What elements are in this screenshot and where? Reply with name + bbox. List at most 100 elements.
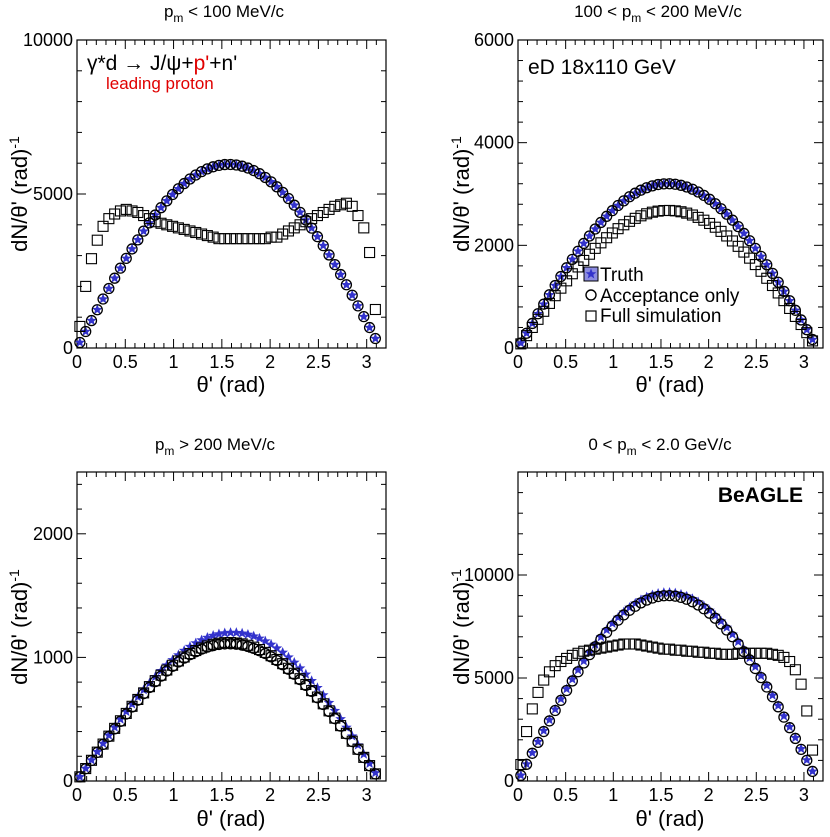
acceptance-point bbox=[253, 168, 266, 180]
x-axis-label: θ' (rad) bbox=[197, 372, 266, 397]
fullsim-point bbox=[789, 310, 801, 322]
fullsim-point bbox=[755, 265, 767, 277]
fullsim-point bbox=[526, 703, 538, 715]
acceptance-point bbox=[652, 178, 664, 191]
acceptance-point bbox=[555, 694, 567, 707]
fullsim-point bbox=[294, 219, 306, 231]
acceptance-point bbox=[635, 184, 647, 196]
acceptance-point bbox=[526, 747, 538, 759]
acceptance-point bbox=[686, 183, 699, 195]
fullsim-point bbox=[335, 720, 347, 732]
acceptance-point bbox=[549, 704, 561, 717]
fullsim-point bbox=[555, 655, 567, 668]
fullsim-point bbox=[646, 206, 658, 218]
x-tick-label: 2.5 bbox=[306, 785, 331, 805]
fullsim-point bbox=[801, 327, 813, 339]
x-tick-label: 2 bbox=[704, 352, 714, 372]
fullsim-point bbox=[704, 647, 716, 659]
y-tick-label: 2000 bbox=[33, 524, 73, 544]
acceptance-point bbox=[236, 160, 248, 172]
acceptance-point bbox=[743, 235, 756, 247]
fullsim-point bbox=[317, 698, 329, 710]
fullsim-point bbox=[132, 693, 144, 705]
acceptance-point bbox=[120, 252, 132, 265]
fullsim-point bbox=[658, 204, 670, 217]
fullsim-point bbox=[715, 648, 727, 660]
fullsim-point bbox=[646, 641, 658, 653]
acceptance-point bbox=[721, 208, 733, 220]
x-axis-label: θ' (rad) bbox=[636, 806, 705, 831]
fullsim-point bbox=[515, 758, 527, 771]
acceptance-point bbox=[213, 159, 225, 172]
x-tick-label: 1.5 bbox=[209, 352, 234, 372]
acceptance-point bbox=[538, 725, 550, 738]
fullsim-point bbox=[515, 338, 527, 350]
fullsim-point bbox=[806, 744, 819, 756]
acceptance-point bbox=[806, 765, 819, 778]
acceptance-point bbox=[766, 691, 779, 703]
acceptance-point bbox=[755, 250, 767, 263]
legend-fullsim-marker bbox=[585, 310, 597, 322]
x-tick-label: 2.5 bbox=[306, 352, 331, 372]
fullsim-point bbox=[732, 647, 744, 659]
y-tick-label: 10000 bbox=[23, 30, 73, 50]
acceptance-point bbox=[85, 314, 98, 327]
fullsim-point bbox=[772, 649, 784, 661]
acceptance-point bbox=[532, 308, 544, 320]
acceptance-point bbox=[346, 289, 358, 301]
fullsim-point bbox=[738, 647, 750, 659]
fullsim-point bbox=[346, 200, 358, 212]
x-tick-label: 3 bbox=[799, 352, 809, 372]
fullsim-point bbox=[120, 707, 132, 719]
acceptance-point bbox=[715, 618, 727, 630]
fullsim-point bbox=[201, 640, 213, 652]
acceptance-point bbox=[572, 666, 584, 678]
acceptance-point bbox=[277, 186, 289, 199]
acceptance-point bbox=[515, 769, 527, 782]
fullsim-point bbox=[149, 216, 161, 228]
fullsim-point bbox=[538, 305, 550, 317]
acceptance-point bbox=[583, 230, 596, 242]
fullsim-point bbox=[259, 233, 271, 245]
y-axis-label: dN/θ' (rad)-1 bbox=[448, 136, 474, 252]
y-tick-label: 1000 bbox=[33, 647, 73, 667]
fullsim-point bbox=[224, 637, 237, 649]
fullsim-point bbox=[97, 220, 109, 232]
plot-frame bbox=[76, 471, 387, 782]
fullsim-point bbox=[207, 231, 219, 243]
fullsim-point bbox=[85, 754, 98, 766]
fullsim-point bbox=[543, 297, 556, 309]
fullsim-point bbox=[323, 203, 335, 215]
fullsim-point bbox=[311, 691, 323, 703]
x-tick-label: 2.5 bbox=[744, 785, 769, 805]
fullsim-point bbox=[681, 645, 693, 657]
acceptance-point bbox=[114, 262, 127, 274]
fullsim-point bbox=[704, 217, 716, 230]
fullsim-point bbox=[521, 330, 533, 342]
fullsim-point bbox=[612, 639, 624, 651]
fullsim-point bbox=[686, 645, 698, 657]
acceptance-point bbox=[681, 593, 693, 605]
fullsim-point bbox=[201, 230, 213, 242]
data-points bbox=[515, 587, 819, 782]
fullsim-point bbox=[578, 254, 590, 266]
fullsim-point bbox=[294, 673, 306, 685]
fullsim-point bbox=[114, 205, 127, 217]
fullsim-point bbox=[681, 207, 693, 219]
acceptance-point bbox=[658, 590, 670, 602]
fullsim-point bbox=[606, 640, 618, 652]
fullsim-point bbox=[329, 200, 341, 212]
fullsim-point bbox=[219, 233, 231, 245]
fullsim-point bbox=[230, 637, 242, 649]
acceptance-point bbox=[732, 220, 744, 233]
acceptance-point bbox=[692, 599, 704, 611]
fullsim-point bbox=[744, 647, 756, 659]
x-tick-label: 1.5 bbox=[648, 785, 673, 805]
fullsim-point bbox=[172, 655, 184, 667]
fullsim-point bbox=[213, 233, 225, 245]
x-tick-label: 1 bbox=[608, 785, 618, 805]
leading-proton-note: leading proton bbox=[106, 74, 214, 93]
truth-point bbox=[755, 670, 767, 681]
fullsim-point bbox=[282, 225, 295, 237]
